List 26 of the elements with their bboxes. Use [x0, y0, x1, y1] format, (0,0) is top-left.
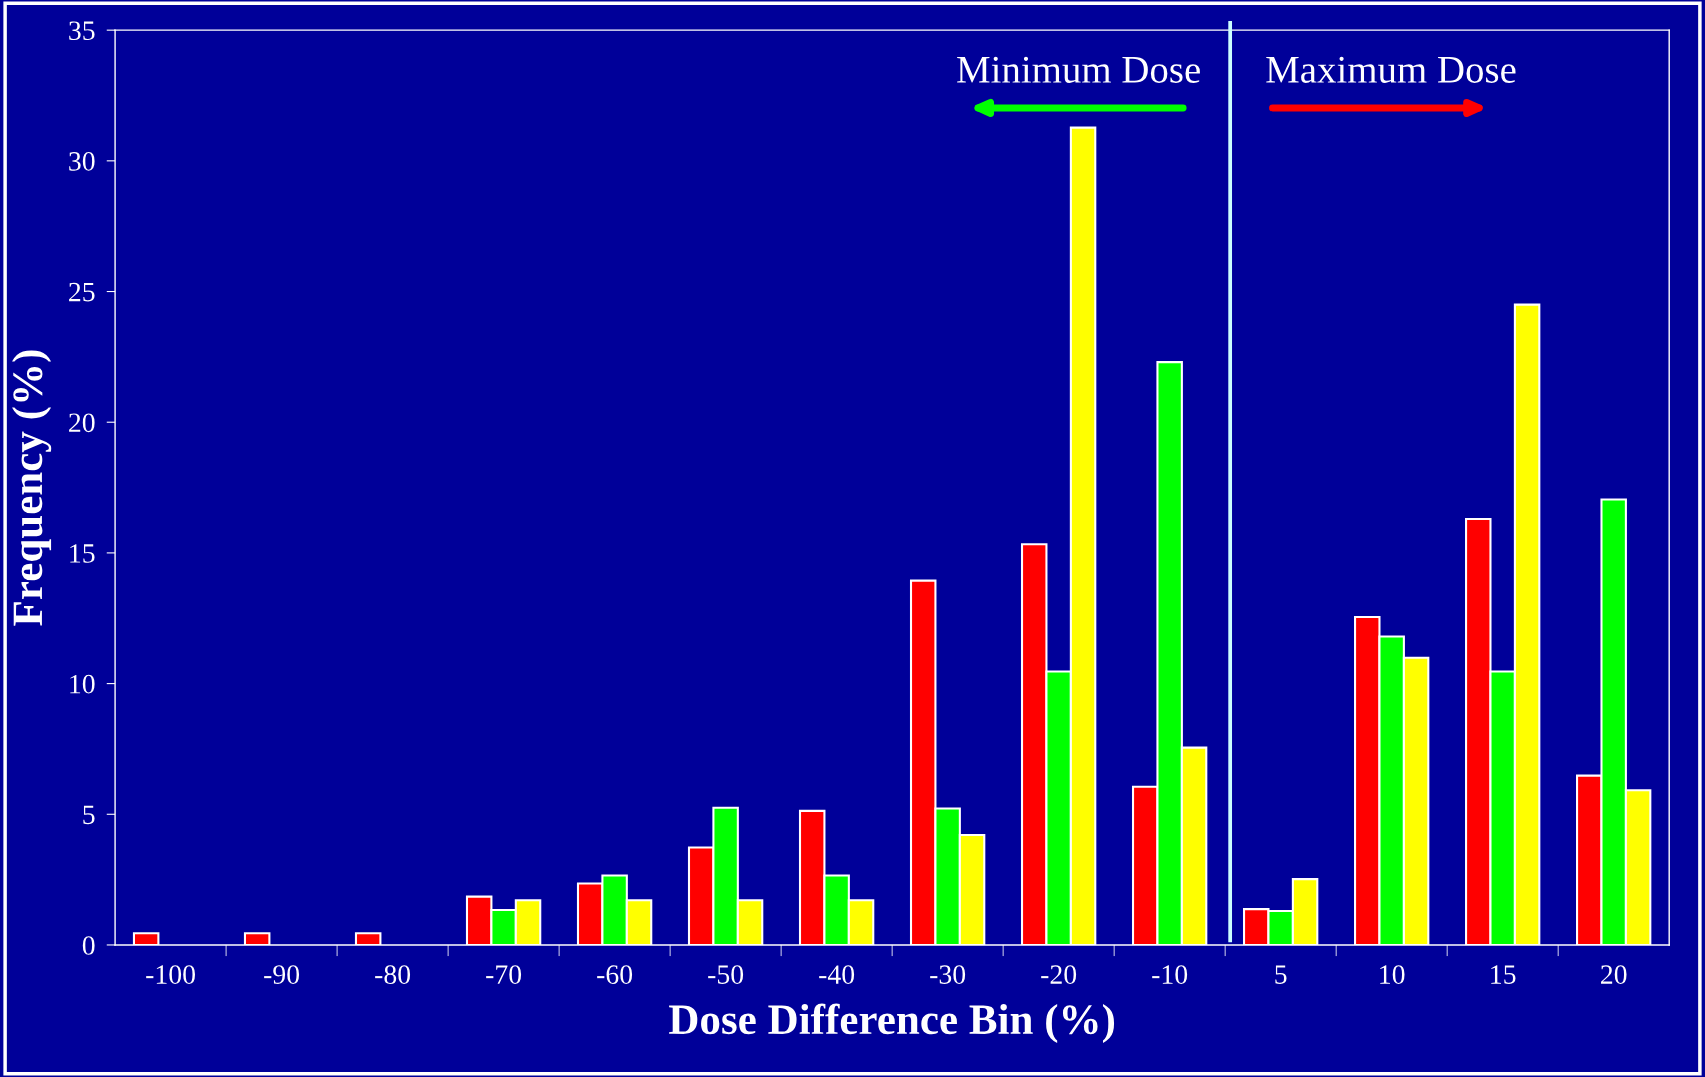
x-tick-label: -40	[819, 965, 855, 984]
x-tick-label: -30	[930, 965, 966, 984]
y-tick-label: 25	[69, 282, 95, 302]
x-tick-label: -100	[146, 965, 195, 984]
x-tick-label: -90	[264, 965, 300, 984]
x-tick-label: -70	[486, 965, 522, 984]
y-tick-label: 10	[70, 674, 95, 694]
x-tick-label: 10	[1380, 965, 1405, 984]
annotation: Maximum Dose	[1266, 56, 1516, 83]
y-axis-title: Frequency (%)	[12, 350, 52, 626]
y-tick-label: 0	[82, 936, 95, 955]
x-tick-label: -50	[708, 965, 744, 984]
y-tick-label: 5	[83, 805, 95, 825]
y-tick-label: 15	[70, 544, 95, 563]
y-tick-label: 35	[69, 21, 95, 41]
x-tick-label: -20	[1041, 965, 1077, 984]
x-tick-label: 20	[1601, 965, 1627, 984]
x-tick-label: 15	[1491, 965, 1516, 984]
annotation: Minimum Dose	[957, 56, 1200, 83]
x-axis-title: Dose Difference Bin (%)	[669, 1003, 1115, 1043]
x-tick-label: -80	[375, 965, 411, 984]
x-tick-label: -60	[597, 965, 633, 984]
x-tick-label: -10	[1152, 965, 1188, 984]
y-tick-label: 30	[69, 152, 95, 171]
x-tick-label: 5	[1275, 965, 1287, 984]
y-tick-label: 20	[69, 413, 95, 433]
